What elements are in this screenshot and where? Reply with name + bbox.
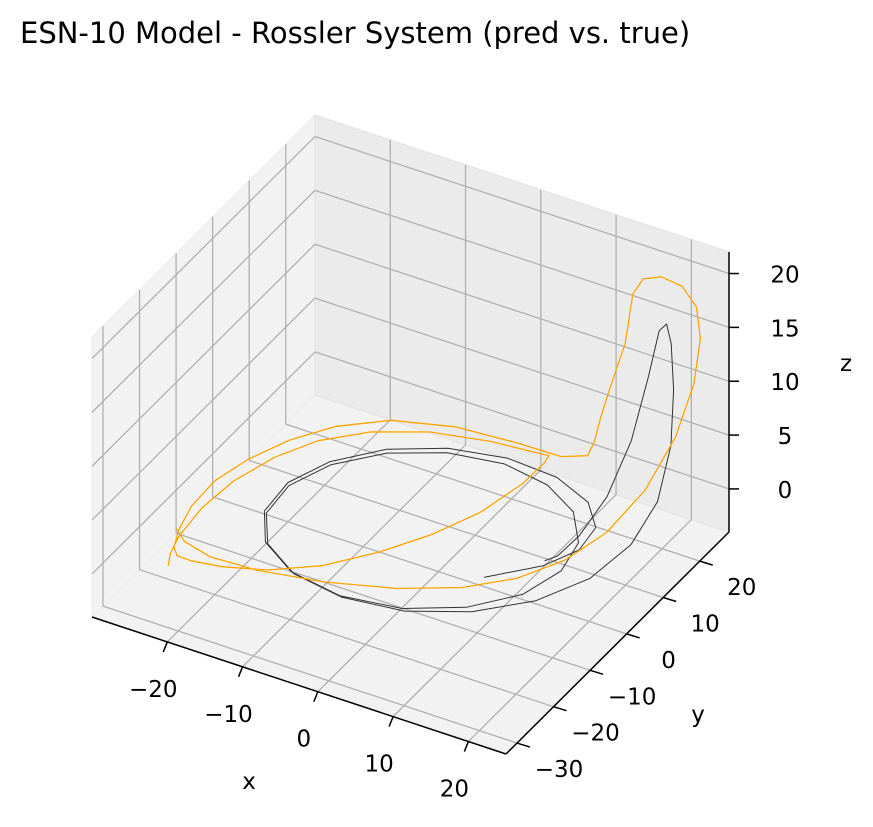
x-tick-label: 20 <box>440 777 469 803</box>
axis-labels: x y z <box>242 351 852 795</box>
axis-lines <box>91 252 730 755</box>
x-axis-line <box>91 616 507 755</box>
y-axis-line <box>505 531 730 755</box>
chart-title: ESN-10 Model - Rossler System (pred vs. … <box>20 16 691 50</box>
y-tick-mark <box>699 560 713 566</box>
z-tick-label: 0 <box>778 478 793 504</box>
z-tick-label: 5 <box>778 424 793 450</box>
grid-y-floor <box>102 605 518 744</box>
y-tick-label: 10 <box>691 612 720 638</box>
x-tick-mark <box>313 691 319 703</box>
y-tick-label: −10 <box>608 684 657 710</box>
grid-y-floor <box>285 423 700 562</box>
grid-z-left <box>91 136 316 359</box>
x-tick-mark <box>388 716 394 727</box>
y-tick-label: −20 <box>571 721 620 747</box>
y-axis-label: y <box>691 702 705 728</box>
z-tick-label: 15 <box>770 316 799 342</box>
grid-z-back <box>314 351 730 490</box>
y-tick-label: 0 <box>661 648 676 674</box>
grid-y-floor <box>212 496 627 635</box>
grid-z-back <box>314 135 730 275</box>
grid-y-floor <box>139 569 554 708</box>
series-line-true <box>263 323 675 613</box>
grid-z-left <box>91 243 316 467</box>
tick-marks <box>162 272 739 752</box>
grid-x-floor <box>242 444 467 668</box>
grid-z-left <box>91 189 316 413</box>
x-tick-label: 0 <box>296 727 311 753</box>
z-tick-label: 20 <box>770 263 799 289</box>
y-tick-mark <box>662 596 677 603</box>
grid-z-back <box>314 189 730 329</box>
series-line-pred <box>167 276 702 590</box>
grid-x-floor <box>467 519 692 743</box>
x-tick-mark <box>162 641 168 653</box>
y-tick-mark <box>516 742 531 748</box>
x-tick-label: −20 <box>129 677 178 703</box>
series-lines <box>167 276 702 613</box>
y-tick-label: 20 <box>727 575 756 601</box>
grid-z-back <box>314 243 730 382</box>
grid-z-back <box>314 297 730 436</box>
x-axis-label: x <box>242 769 256 795</box>
x-tick-label: 10 <box>364 752 393 778</box>
y-tick-mark <box>553 705 567 712</box>
x-tick-label: −10 <box>204 702 253 728</box>
y-tick-mark <box>589 669 604 676</box>
z-axis-label: z <box>840 351 852 377</box>
grid-z-left <box>91 297 316 521</box>
grid-x-floor <box>317 469 542 693</box>
grid-z-left <box>91 351 316 575</box>
x-tick-mark <box>463 741 470 752</box>
grid-y-floor <box>175 532 591 671</box>
y-tick-label: −30 <box>535 757 584 783</box>
x-tick-mark <box>237 666 244 678</box>
y-tick-mark <box>626 633 640 639</box>
z-tick-label: 10 <box>770 370 799 396</box>
